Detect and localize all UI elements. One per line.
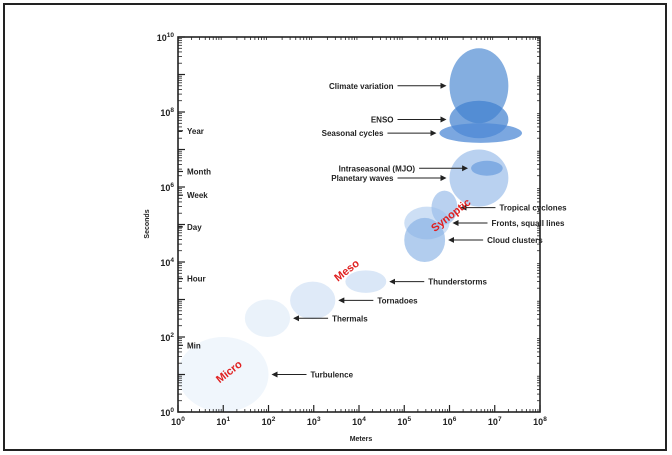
period-label-hour: Hour — [187, 275, 206, 284]
region-turbulence — [178, 337, 269, 412]
period-label-month: Month — [187, 167, 211, 176]
x-tick-label: 103 — [307, 416, 321, 427]
label-tornadoes: Tornadoes — [377, 296, 418, 305]
figure-frame — [3, 3, 667, 451]
y-tick-label: 102 — [160, 332, 174, 343]
x-tick-label: 102 — [262, 416, 276, 427]
y-tick-label: 108 — [160, 107, 174, 118]
y-tick-label: 1010 — [157, 32, 175, 43]
x-tick-label: 104 — [352, 416, 366, 427]
label-planetary-waves: Planetary waves — [331, 174, 394, 183]
period-label-day: Day — [187, 223, 202, 232]
region-cloud-clusters — [404, 217, 446, 262]
region-seasonal-cycles — [439, 123, 522, 143]
y-axis-title: Seconds — [144, 209, 151, 238]
label-fronts-squall-lines: Fronts, squall lines — [492, 219, 565, 228]
region-planetary-waves — [449, 149, 509, 207]
label-thermals: Thermals — [332, 314, 368, 323]
region-thermals — [244, 299, 291, 337]
x-tick-label: 101 — [216, 416, 230, 427]
region-thunderstorms — [345, 270, 387, 293]
label-enso: ENSO — [371, 115, 394, 124]
period-label-week: Week — [187, 191, 208, 200]
y-tick-label: 106 — [160, 182, 174, 193]
label-seasonal-cycles: Seasonal cycles — [322, 129, 384, 138]
x-tick-label: 106 — [443, 416, 457, 427]
x-axis-title: Meters — [350, 436, 373, 443]
label-thunderstorms: Thunderstorms — [428, 278, 487, 287]
x-tick-label: 107 — [488, 416, 502, 427]
region-tornadoes — [290, 281, 336, 320]
y-tick-label: 104 — [160, 257, 174, 268]
label-climate-variation: Climate variation — [329, 82, 394, 91]
label-tropical-cyclones: Tropical cyclones — [499, 204, 567, 213]
label-cloud-clusters: Cloud clusters — [487, 236, 543, 245]
label-intraseasonal-mjo: Intraseasonal (MJO) — [339, 164, 416, 173]
period-label-year: Year — [187, 127, 204, 136]
period-label-min: Min — [187, 341, 201, 350]
x-tick-label: 100 — [171, 416, 185, 427]
x-tick-label: 108 — [533, 416, 547, 427]
y-tick-label: 100 — [160, 407, 174, 418]
x-tick-label: 105 — [397, 416, 411, 427]
label-turbulence: Turbulence — [311, 371, 354, 380]
